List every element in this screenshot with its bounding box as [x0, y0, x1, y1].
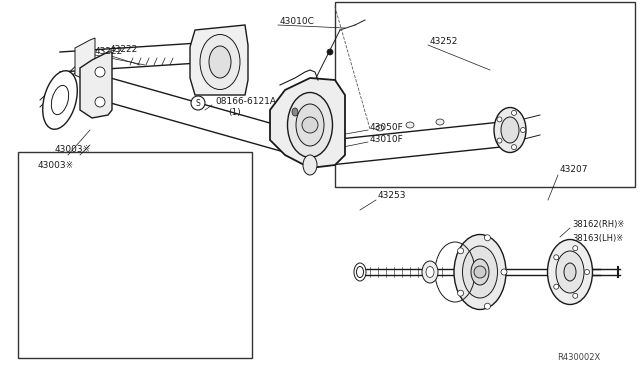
Ellipse shape	[454, 234, 506, 310]
Circle shape	[573, 293, 578, 298]
Bar	[335, 2, 635, 187]
Ellipse shape	[292, 108, 298, 116]
Ellipse shape	[501, 117, 519, 143]
Ellipse shape	[43, 71, 77, 129]
Ellipse shape	[556, 251, 584, 293]
Circle shape	[497, 117, 502, 122]
Circle shape	[484, 235, 490, 241]
Text: 43222: 43222	[110, 45, 138, 55]
Text: 43253: 43253	[378, 190, 406, 199]
Ellipse shape	[354, 263, 366, 281]
Polygon shape	[75, 38, 95, 82]
Circle shape	[474, 266, 486, 278]
Ellipse shape	[51, 85, 68, 115]
Ellipse shape	[494, 108, 526, 153]
Text: 38162(RH)※: 38162(RH)※	[572, 221, 625, 230]
Ellipse shape	[547, 240, 593, 305]
Circle shape	[95, 97, 105, 107]
Ellipse shape	[406, 122, 414, 128]
Text: 38163(LH)※: 38163(LH)※	[572, 234, 623, 243]
Circle shape	[554, 284, 559, 289]
Polygon shape	[80, 52, 112, 118]
Circle shape	[511, 145, 516, 150]
Circle shape	[302, 117, 318, 133]
Circle shape	[554, 255, 559, 260]
Circle shape	[327, 49, 333, 55]
Circle shape	[95, 67, 105, 77]
Ellipse shape	[356, 266, 364, 278]
Circle shape	[573, 246, 578, 251]
Text: 43003※: 43003※	[55, 145, 91, 154]
Text: 43252: 43252	[430, 38, 458, 46]
Circle shape	[511, 110, 516, 115]
Ellipse shape	[426, 266, 434, 278]
Text: 43222: 43222	[95, 48, 124, 57]
Circle shape	[501, 269, 507, 275]
Polygon shape	[270, 78, 345, 168]
Text: 43207: 43207	[560, 166, 589, 174]
Ellipse shape	[296, 104, 324, 146]
Ellipse shape	[287, 93, 333, 157]
Text: 08166-6121A: 08166-6121A	[215, 97, 276, 106]
Text: 43050F: 43050F	[370, 124, 404, 132]
Text: 43003※: 43003※	[38, 160, 74, 170]
Text: 43010C: 43010C	[280, 17, 315, 26]
Ellipse shape	[463, 246, 497, 298]
Ellipse shape	[209, 46, 231, 78]
Circle shape	[191, 96, 205, 110]
Polygon shape	[190, 25, 248, 95]
Ellipse shape	[376, 125, 384, 131]
Bar	[18, 152, 252, 358]
Ellipse shape	[471, 259, 489, 285]
Ellipse shape	[422, 261, 438, 283]
Text: (1): (1)	[228, 108, 241, 116]
Circle shape	[520, 128, 525, 132]
Ellipse shape	[200, 35, 240, 90]
Circle shape	[497, 138, 502, 143]
Ellipse shape	[303, 155, 317, 175]
Text: S: S	[196, 99, 200, 108]
Circle shape	[584, 269, 589, 275]
Circle shape	[484, 303, 490, 309]
Text: 43010F: 43010F	[370, 135, 404, 144]
Text: R430002X: R430002X	[557, 353, 600, 362]
Ellipse shape	[436, 119, 444, 125]
Circle shape	[458, 248, 463, 254]
Ellipse shape	[564, 263, 576, 281]
Circle shape	[458, 290, 463, 296]
